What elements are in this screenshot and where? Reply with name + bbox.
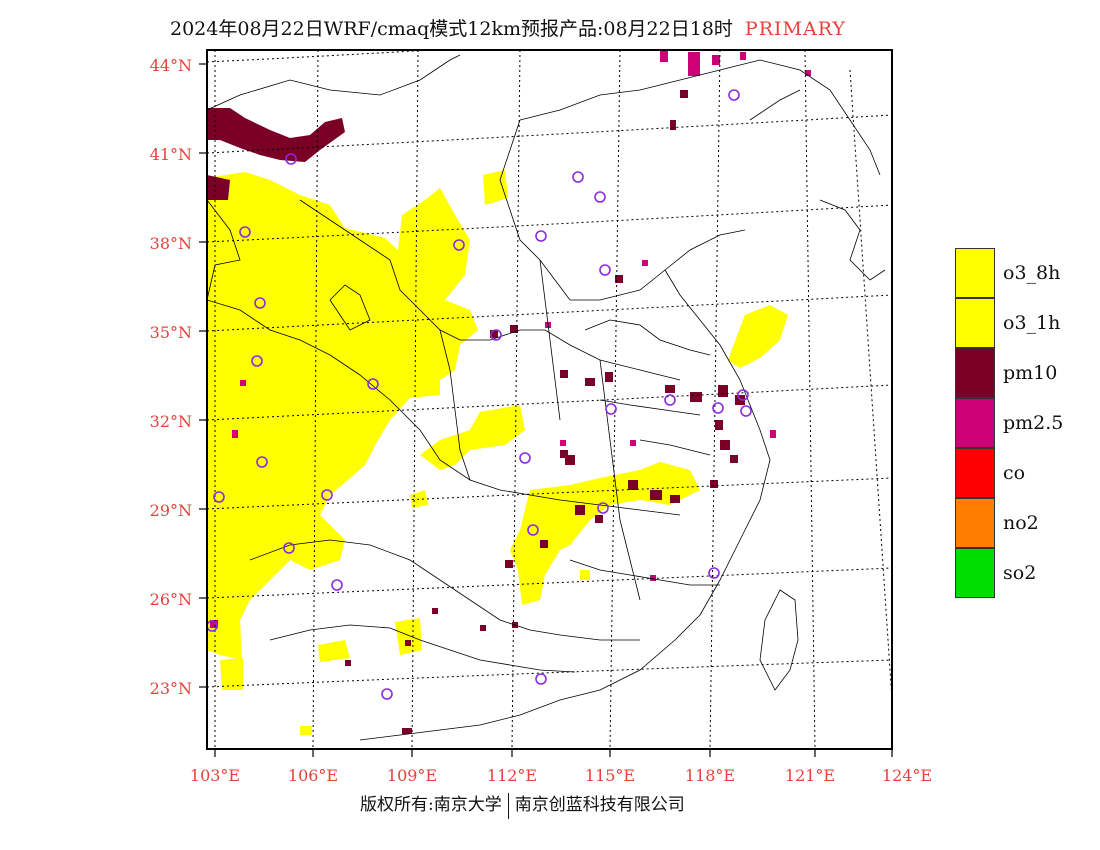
legend-swatch [955, 398, 995, 448]
lon-label-118: 118°E [684, 766, 736, 785]
graticule [207, 50, 892, 749]
legend-label: o3_1h [1003, 312, 1061, 334]
pm-spots [210, 50, 811, 734]
lat-label-35: 35°N [149, 323, 192, 342]
legend-label: co [1003, 462, 1026, 484]
o3-region-west [207, 172, 478, 660]
lon-label-112: 112°E [486, 766, 538, 785]
lon-label-115: 115°E [584, 766, 636, 785]
copyright-owner: 版权所有:南京大学 [360, 795, 502, 815]
legend-swatch [955, 348, 995, 398]
lat-label-29: 29°N [149, 501, 192, 520]
o3-region-sea [728, 305, 788, 368]
lat-label-26: 26°N [149, 590, 192, 609]
legend-swatch [955, 298, 995, 348]
province-borders [207, 54, 886, 741]
legend-swatch [955, 548, 995, 598]
title-text: 2024年08月22日WRF/cmaq模式12km预报产品:08月22日18时 [170, 18, 733, 40]
legend-label: pm10 [1003, 362, 1058, 384]
lat-label-38: 38°N [149, 234, 192, 253]
legend-label: so2 [1003, 562, 1037, 584]
axis-ticks [199, 63, 893, 757]
monitoring-stations [207, 89, 752, 700]
pm10-region-north [207, 108, 345, 200]
legend-swatch [955, 248, 995, 298]
legend-label: pm2.5 [1003, 412, 1064, 434]
copyright-company: 南京创蓝科技有限公司 [514, 795, 685, 815]
legend-label: o3_8h [1003, 262, 1061, 284]
lat-label-44: 44°N [149, 56, 192, 75]
legend-swatch [955, 448, 995, 498]
o3-region-hubei [420, 405, 525, 470]
lat-label-41: 41°N [149, 145, 192, 164]
lon-label-106: 106°E [287, 766, 339, 785]
legend-swatch [955, 498, 995, 548]
map-title: 2024年08月22日WRF/cmaq模式12km预报产品:08月22日18时 P… [170, 14, 846, 41]
legend-label: no2 [1003, 512, 1039, 534]
lon-label-124: 124°E [881, 766, 933, 785]
o3-region-shanxi [483, 170, 508, 205]
map-content [207, 50, 892, 749]
lat-label-23: 23°N [149, 679, 192, 698]
footer-divider [507, 792, 509, 819]
lon-label-109: 109°E [386, 766, 438, 785]
primary-tag: PRIMARY [744, 18, 846, 40]
lon-label-121: 121°E [784, 766, 836, 785]
lat-label-32: 32°N [149, 412, 192, 431]
copyright-footer: 版权所有:南京大学 南京创蓝科技有限公司 [360, 790, 685, 819]
map-frame [206, 49, 893, 750]
lon-label-103: 103°E [189, 766, 241, 785]
